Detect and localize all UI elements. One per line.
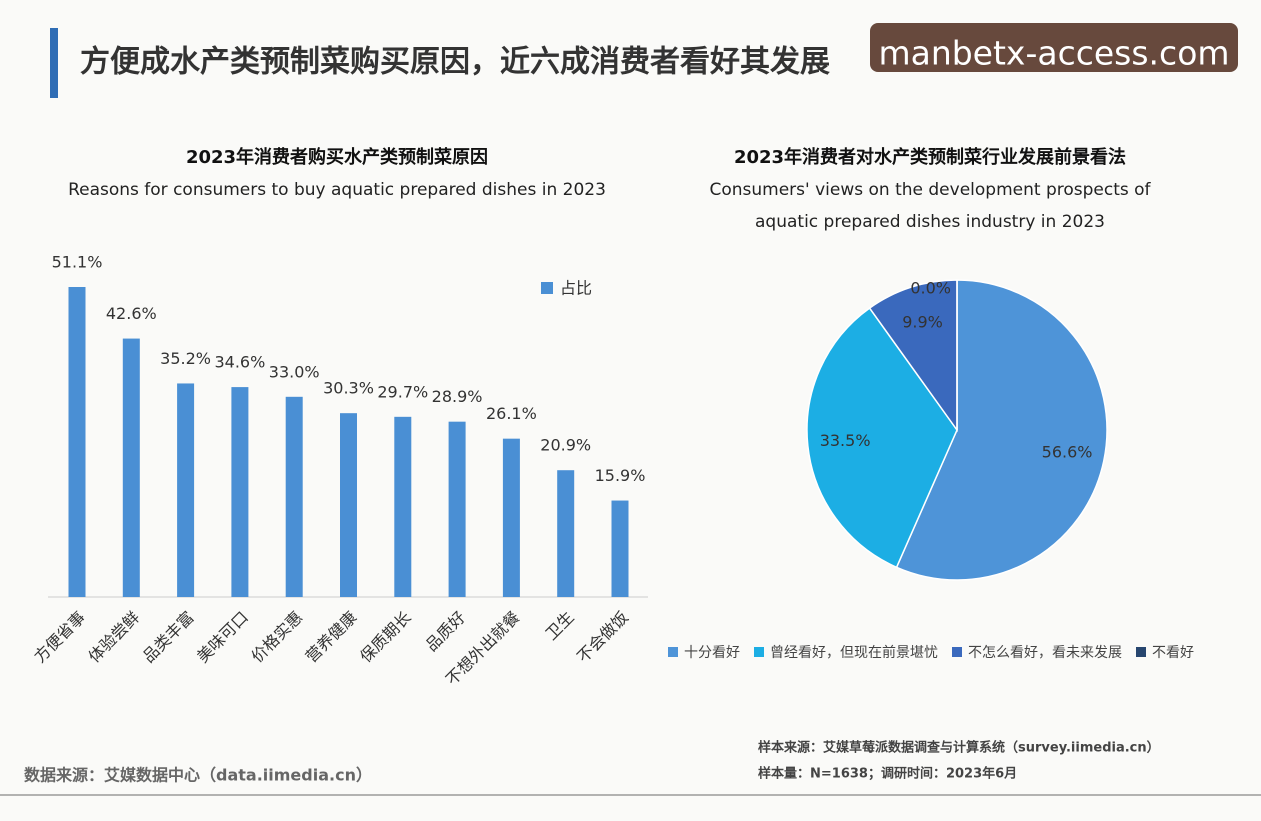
bar xyxy=(122,338,140,597)
watermark: manbetx-access.com xyxy=(878,34,1229,73)
value-label: 56.6% xyxy=(1042,443,1093,462)
bar xyxy=(177,383,195,597)
value-label: 0.0% xyxy=(910,279,951,298)
value-label: 51.1% xyxy=(52,253,103,272)
source: 数据来源：艾媒数据中心（data.iimedia.cn） xyxy=(24,766,372,785)
chart-subtitle: aquatic prepared dishes industry in 2023 xyxy=(755,212,1105,232)
watermark-box xyxy=(870,23,1238,72)
value-label: 26.1% xyxy=(486,404,537,423)
value-label: 42.6% xyxy=(106,304,157,323)
bar xyxy=(502,438,520,597)
legend-label: 占比 xyxy=(560,279,592,298)
bar xyxy=(557,470,575,597)
note: 样本来源：艾媒草莓派数据调查与计算系统（survey.iimedia.cn） xyxy=(758,740,1160,756)
chart-title: 2023年消费者购买水产类预制菜原因 xyxy=(186,146,488,168)
value-label: 33.5% xyxy=(820,431,871,450)
bar xyxy=(611,500,629,597)
legend-swatch xyxy=(952,647,962,657)
bar xyxy=(231,387,249,597)
chart-subtitle: Consumers' views on the development pros… xyxy=(709,180,1151,200)
bar xyxy=(394,416,412,597)
value-label: 29.7% xyxy=(377,382,428,401)
pie-chart: 2023年消费者对水产类预制菜行业发展前景看法 Consumers' views … xyxy=(668,146,1194,661)
bar xyxy=(68,287,86,597)
value-label: 34.6% xyxy=(214,353,265,372)
legend-label: 不看好 xyxy=(1152,645,1194,661)
legend-label: 曾经看好，但现在前景堪忧 xyxy=(770,644,938,661)
value-label: 15.9% xyxy=(595,466,646,485)
bar xyxy=(285,396,303,597)
page-title: 方便成水产类预制菜购买原因，近六成消费者看好其发展 xyxy=(80,45,830,80)
value-label: 9.9% xyxy=(902,312,943,331)
note: 样本量：N=1638；调研时间：2023年6月 xyxy=(758,766,1017,782)
legend-swatch xyxy=(668,647,678,657)
chart-title: 2023年消费者对水产类预制菜行业发展前景看法 xyxy=(734,146,1126,168)
pie-slice xyxy=(868,279,958,433)
pie-slice xyxy=(806,307,958,569)
legend-swatch xyxy=(754,647,764,657)
pie-slice xyxy=(895,279,1108,581)
legend-label: 不怎么看好，看未来发展 xyxy=(968,645,1122,661)
value-label: 35.2% xyxy=(160,349,211,368)
value-label: 33.0% xyxy=(269,362,320,381)
title-accent xyxy=(50,28,58,98)
value-label: 20.9% xyxy=(540,436,591,455)
value-label: 30.3% xyxy=(323,379,374,398)
legend-swatch xyxy=(541,282,553,294)
bar xyxy=(448,421,466,597)
legend-swatch xyxy=(1136,647,1146,657)
chart-subtitle: Reasons for consumers to buy aquatic pre… xyxy=(68,180,606,200)
legend-label: 十分看好 xyxy=(684,645,740,661)
value-label: 28.9% xyxy=(432,387,483,406)
bar xyxy=(340,413,357,597)
